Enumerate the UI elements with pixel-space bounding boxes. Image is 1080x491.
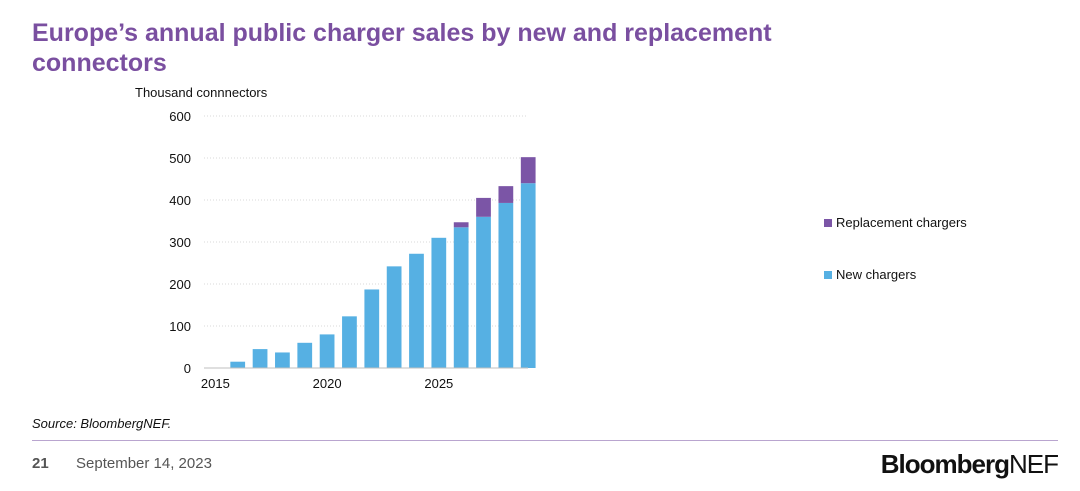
- bar-new-chargers: [409, 253, 424, 368]
- y-tick-label: 300: [169, 235, 191, 250]
- bar-new-chargers: [431, 237, 447, 368]
- bar-replacement-chargers: [453, 222, 469, 228]
- bar-new-chargers: [453, 227, 469, 368]
- bars: [230, 157, 536, 368]
- legend-swatch: [824, 219, 832, 227]
- bar-new-chargers: [230, 361, 246, 368]
- y-axis-label: Thousand connnectors: [135, 85, 268, 100]
- x-tick-label: 2025: [424, 376, 453, 391]
- page-title: Europe’s annual public charger sales by …: [32, 19, 772, 77]
- y-tick-label: 500: [169, 151, 191, 166]
- bar-new-chargers: [386, 266, 402, 368]
- footer-divider: [32, 440, 1058, 441]
- bar-replacement-chargers: [520, 157, 536, 184]
- bar-new-chargers: [476, 216, 491, 368]
- page-number: 21: [32, 455, 49, 472]
- source-note: Source: BloombergNEF.: [32, 416, 172, 431]
- bar-replacement-chargers: [476, 197, 491, 217]
- y-tick-label: 200: [169, 277, 191, 292]
- legend-label: Replacement chargers: [836, 215, 967, 230]
- y-tick-label: 400: [169, 193, 191, 208]
- bar-new-chargers: [319, 334, 335, 368]
- y-tick-label: 0: [184, 361, 191, 376]
- logo-bold-text: Bloomberg: [880, 449, 1010, 479]
- y-tick-label: 100: [169, 319, 191, 334]
- bloombergnef-logo: BloombergNEF: [880, 449, 1059, 480]
- bar-new-chargers: [342, 316, 357, 368]
- x-tick-label: 2020: [313, 376, 342, 391]
- footer-date: September 14, 2023: [76, 455, 212, 472]
- legend-label: New chargers: [836, 267, 917, 282]
- bar-new-chargers: [297, 342, 313, 368]
- legend-swatch: [824, 271, 832, 279]
- x-tick-labels: 2015 2020 2025: [201, 376, 453, 391]
- bar-new-chargers: [498, 202, 514, 368]
- bar-new-chargers: [520, 183, 536, 368]
- y-tick-label: 600: [169, 109, 191, 124]
- bar-new-chargers: [252, 349, 268, 368]
- bar-new-chargers: [364, 289, 380, 368]
- chart-area: Thousand connnectors 0 100 200 300 400 500 600…: [135, 85, 967, 391]
- bar-new-chargers: [275, 352, 290, 368]
- x-tick-label: 2015: [201, 376, 230, 391]
- y-tick-labels: 0 100 200 300 400 500 600: [169, 109, 191, 376]
- chart-svg: Thousand connnectors 0 100 200 300 400 500 600…: [135, 85, 967, 391]
- bar-replacement-chargers: [498, 186, 514, 203]
- legend: Replacement chargers New chargers: [824, 215, 967, 282]
- logo-regular-text: NEF: [1009, 449, 1059, 479]
